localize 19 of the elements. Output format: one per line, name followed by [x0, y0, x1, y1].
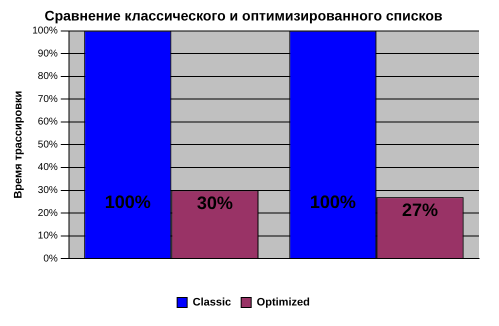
data-label: 30%: [196, 193, 233, 214]
y-tick-label: 50%: [38, 139, 58, 150]
legend-label: Optimized: [256, 296, 310, 309]
y-tick-label: 0%: [43, 253, 58, 264]
y-tick-label: 40%: [38, 162, 58, 174]
y-tick-label: 60%: [38, 116, 58, 128]
chart-title: Сравнение классического и оптимизированного списков: [44, 7, 443, 24]
y-tick-label: 70%: [38, 94, 58, 105]
y-tick-label: 80%: [38, 71, 58, 82]
data-label: 27%: [402, 200, 438, 220]
data-label: 100%: [104, 192, 151, 212]
data-label: 100%: [310, 192, 356, 212]
y-tick-label: 10%: [38, 230, 58, 242]
legend-label: Classic: [192, 296, 232, 309]
y-tick-label: 100%: [32, 26, 58, 37]
y-tick-label: 30%: [38, 185, 58, 196]
y-axis-title: Время трассировки: [12, 90, 25, 199]
y-tick-label: 20%: [38, 208, 58, 219]
y-tick-label: 90%: [38, 48, 58, 60]
